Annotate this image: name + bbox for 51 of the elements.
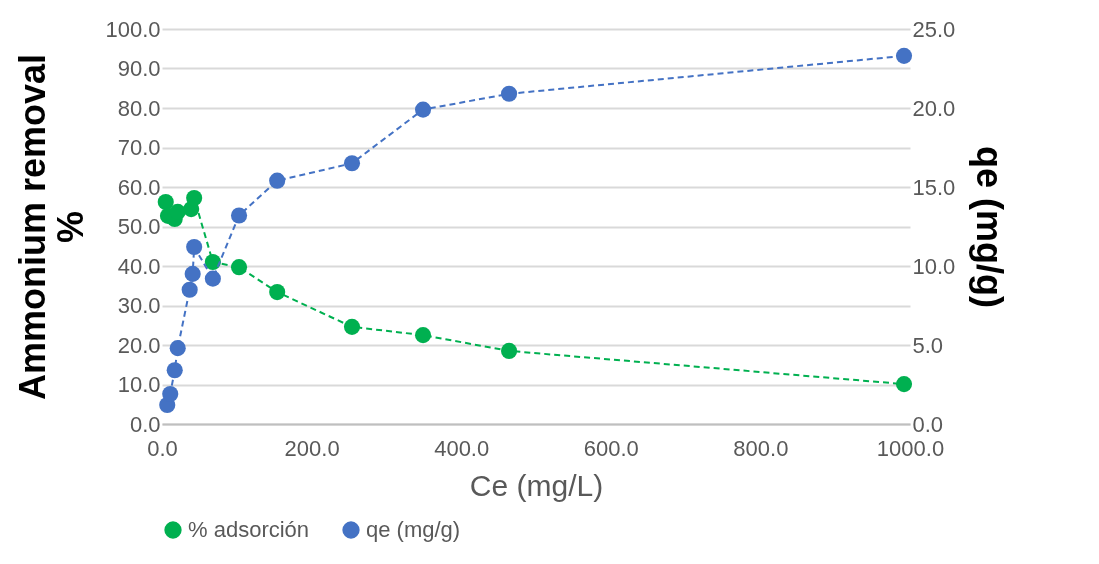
point xyxy=(186,190,203,207)
point xyxy=(343,318,361,335)
x-tick-label: 1000.0 xyxy=(876,435,945,461)
legend-label: qe (mg/g) xyxy=(366,517,461,542)
x-axis-title: Ce (mg/L) xyxy=(469,468,604,502)
y-tick-label: 90.0 xyxy=(117,56,161,81)
y-axis-title: Ammonium removal % xyxy=(12,53,92,401)
y2-tick-label: 10.0 xyxy=(912,253,956,279)
point xyxy=(169,340,186,357)
x-tick-label: 0.0 xyxy=(147,435,178,461)
y-tick-label: 100.0 xyxy=(105,16,161,42)
point xyxy=(343,155,361,172)
point xyxy=(895,376,913,393)
x-tick-label: 600.0 xyxy=(583,435,639,461)
x-tick-label: 800.0 xyxy=(733,435,789,461)
point xyxy=(184,265,201,282)
y-tick-label: 80.0 xyxy=(117,95,161,121)
point xyxy=(501,342,518,359)
y-tick-label: 10.0 xyxy=(117,372,161,397)
y-tick-label: 0.0 xyxy=(129,411,161,437)
point xyxy=(162,385,179,403)
point xyxy=(186,238,203,256)
y2-tick-label: 15.0 xyxy=(912,174,956,200)
y2-tick-label: 20.0 xyxy=(912,95,956,121)
x-tick-label: 200.0 xyxy=(284,435,340,461)
point xyxy=(414,327,432,344)
point xyxy=(181,281,198,298)
point xyxy=(414,101,432,118)
point xyxy=(166,362,183,379)
point xyxy=(230,207,248,224)
y-tick-label: 40.0 xyxy=(117,253,161,279)
point xyxy=(230,259,248,276)
y-tick-label: 50.0 xyxy=(117,214,161,239)
point xyxy=(157,193,174,211)
point xyxy=(895,47,913,64)
point xyxy=(169,203,186,220)
y2-axis-title: qe (mg/g) xyxy=(969,146,1011,308)
legend-label: % adsorción xyxy=(188,517,310,542)
point xyxy=(269,172,286,189)
point xyxy=(501,85,518,102)
y-tick-label: 60.0 xyxy=(117,174,161,200)
point xyxy=(204,254,221,271)
y-tick-label: 20.0 xyxy=(117,332,161,358)
point xyxy=(269,284,286,301)
point xyxy=(204,270,221,287)
y-tick-label: 70.0 xyxy=(117,135,161,160)
x-tick-label: 400.0 xyxy=(434,435,490,461)
y2-tick-label: 0.0 xyxy=(912,411,944,437)
y2-tick-label: 5.0 xyxy=(912,332,944,358)
y2-tick-label: 25.0 xyxy=(912,16,956,42)
y-tick-label: 30.0 xyxy=(117,293,161,318)
